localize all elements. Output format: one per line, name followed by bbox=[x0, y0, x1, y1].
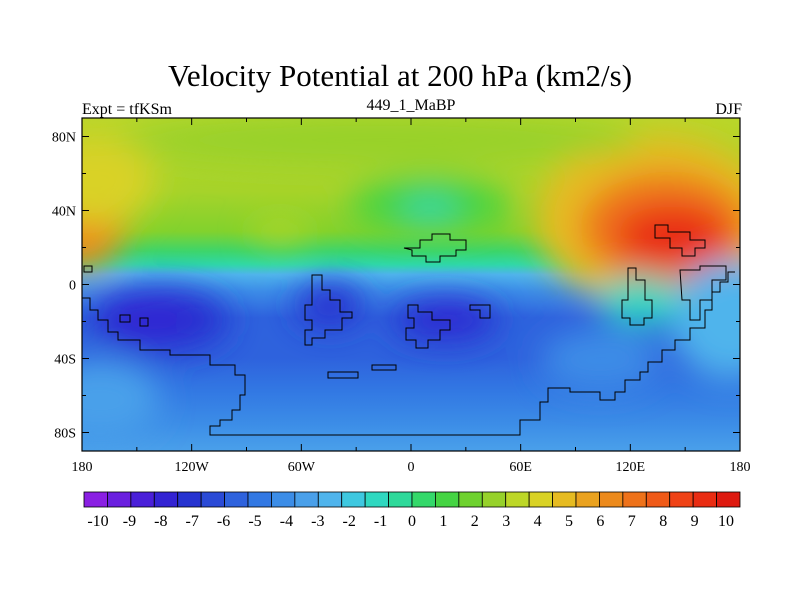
colorbar-box bbox=[575, 491, 600, 508]
colorbar-label: -10 bbox=[87, 513, 108, 530]
colorbar-label: 3 bbox=[502, 513, 510, 530]
x-tick-label: 60W bbox=[288, 460, 316, 475]
colorbar-box bbox=[271, 491, 296, 508]
case-label: 449_1_MaBP bbox=[366, 97, 456, 114]
x-axis: 180 120W 60W 0 60E 120E 180 bbox=[72, 118, 751, 475]
x-tick-label: 60E bbox=[509, 460, 532, 475]
x-tick-label: 180 bbox=[72, 460, 93, 475]
colorbar-label: 0 bbox=[408, 513, 416, 530]
colorbar-label: -2 bbox=[343, 513, 356, 530]
colorbar-box bbox=[552, 491, 577, 508]
coastlines bbox=[82, 224, 735, 436]
colorbar-label: -6 bbox=[217, 513, 230, 530]
colorbar-box bbox=[107, 491, 132, 508]
colorbar-label: -7 bbox=[186, 513, 199, 530]
colorbar-box bbox=[528, 491, 553, 508]
colorbar-box bbox=[481, 491, 507, 508]
colorbar-label: 7 bbox=[628, 513, 636, 530]
y-tick-label: 0 bbox=[69, 279, 76, 294]
colorbar-label: 6 bbox=[596, 513, 604, 530]
colorbar-box bbox=[130, 491, 155, 508]
y-tick-label: 80S bbox=[54, 427, 76, 442]
colorbar-box bbox=[83, 491, 108, 508]
colorbar-box bbox=[177, 491, 202, 508]
colorbar-box bbox=[458, 491, 483, 508]
colorbar-label: -3 bbox=[311, 513, 324, 530]
colorbar-label: -9 bbox=[123, 513, 136, 530]
colorbar-box bbox=[622, 491, 647, 508]
colorbar-label: -4 bbox=[280, 513, 293, 530]
colorbar-box bbox=[692, 491, 717, 508]
colorbar-label: -1 bbox=[374, 513, 387, 530]
colorbar-label: -5 bbox=[248, 513, 261, 530]
colorbar-box bbox=[599, 491, 624, 508]
colorbar-box bbox=[645, 491, 671, 508]
experiment-label: Expt = tfKSm bbox=[82, 101, 172, 118]
x-tick-label: 0 bbox=[408, 460, 415, 475]
y-axis: 80N 40N 0 40S 80S bbox=[52, 131, 740, 442]
colorbar-label: 5 bbox=[565, 513, 573, 530]
colorbar: -10 -9 -8 -7 -6 -5 -4 -3 -2 -1 0 1 2 3 4 5 6 7 8 9 10 bbox=[83, 491, 741, 530]
x-tick-label: 120W bbox=[175, 460, 210, 475]
colorbar-box bbox=[505, 491, 530, 508]
y-tick-label: 40N bbox=[52, 205, 76, 220]
colorbar-box bbox=[224, 491, 249, 508]
colorbar-box bbox=[364, 491, 389, 508]
colorbar-box bbox=[247, 491, 272, 508]
y-tick-label: 40S bbox=[54, 353, 76, 368]
colorbar-box bbox=[388, 491, 413, 508]
colorbar-label: -8 bbox=[154, 513, 167, 530]
colorbar-box bbox=[294, 491, 319, 508]
colorbar-label: 9 bbox=[691, 513, 699, 530]
colorbar-box bbox=[341, 491, 366, 508]
x-tick-label: 180 bbox=[730, 460, 751, 475]
colorbar-box bbox=[317, 491, 343, 508]
colorbar-box bbox=[153, 491, 179, 508]
season-label: DJF bbox=[715, 101, 742, 118]
colorbar-box bbox=[669, 491, 694, 508]
colorbar-label: 1 bbox=[439, 513, 447, 530]
colorbar-label: 8 bbox=[659, 513, 667, 530]
colorbar-label: 10 bbox=[718, 513, 734, 530]
colorbar-label: 4 bbox=[534, 513, 542, 530]
colorbar-box bbox=[716, 491, 741, 508]
colorbar-box bbox=[435, 491, 460, 508]
chart-title: Velocity Potential at 200 hPa (km2/s) bbox=[167, 58, 633, 93]
colorbar-box bbox=[411, 491, 436, 508]
colorbar-box bbox=[200, 491, 225, 508]
colorbar-label: 2 bbox=[471, 513, 479, 530]
contour-field bbox=[82, 118, 740, 451]
x-tick-label: 120E bbox=[616, 460, 646, 475]
y-tick-label: 80N bbox=[52, 131, 76, 146]
